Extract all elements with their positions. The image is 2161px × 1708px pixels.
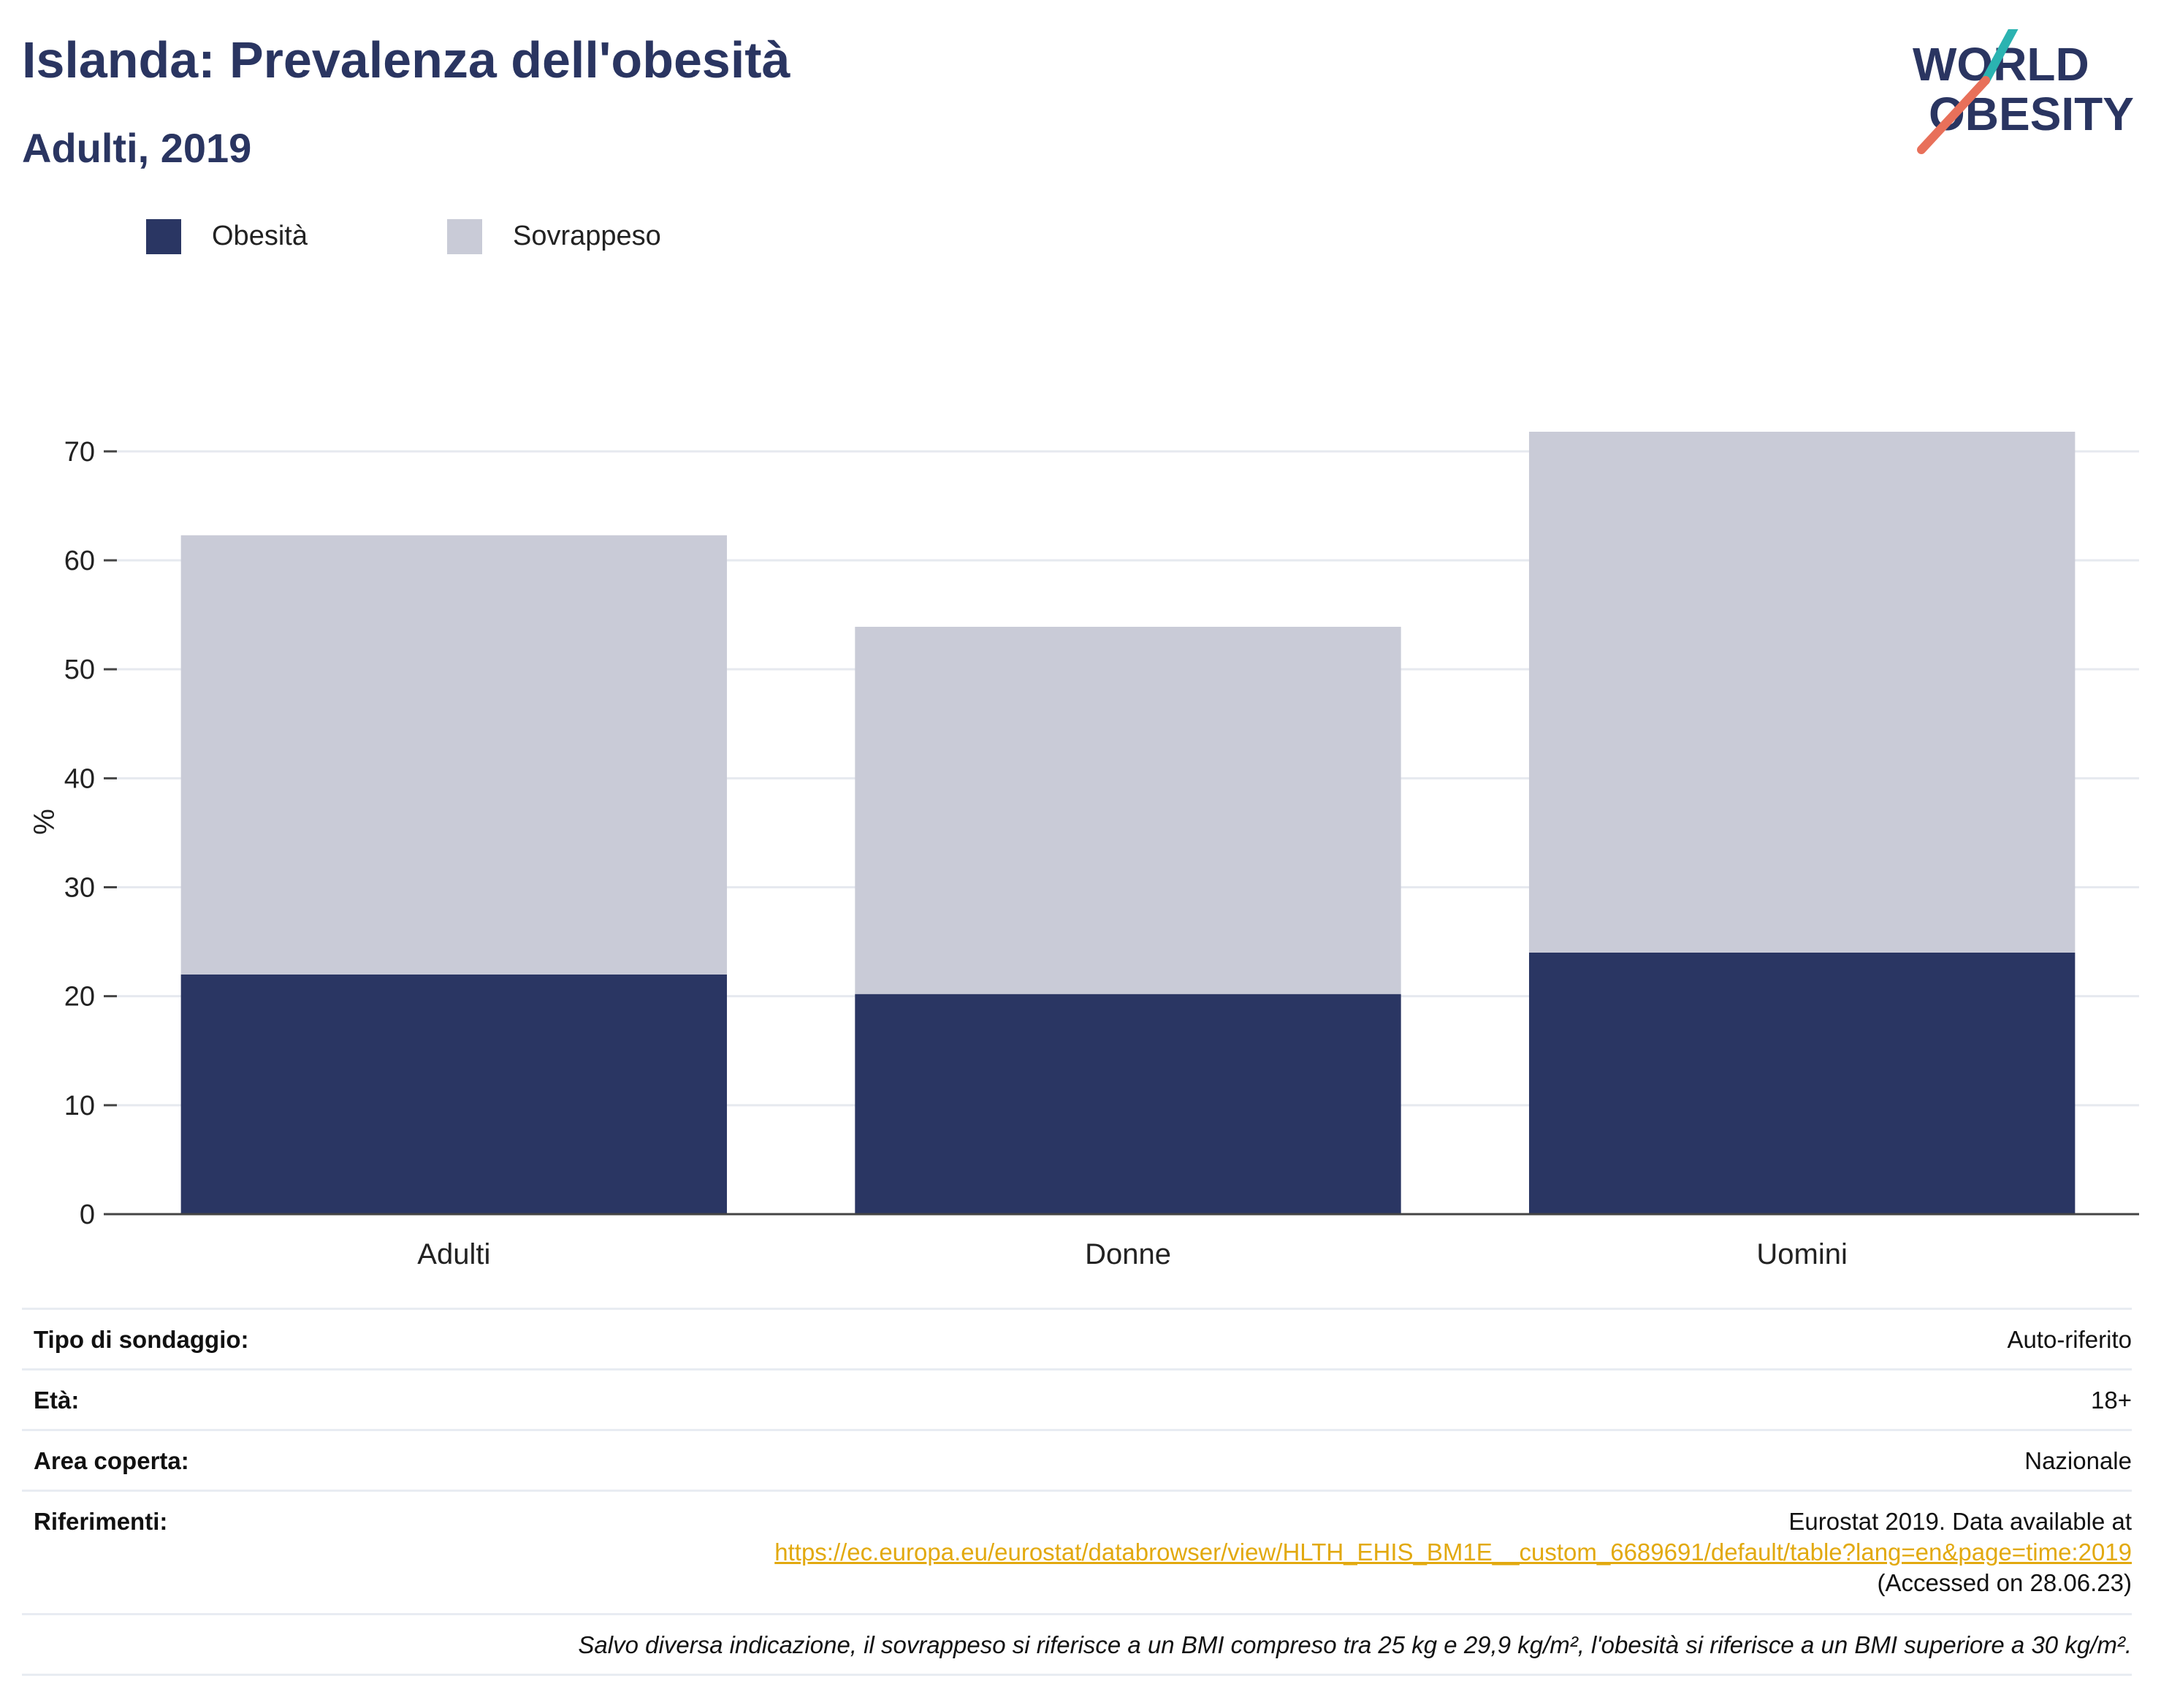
age-value: 18+ (2091, 1387, 2132, 1414)
references-text: Eurostat 2019. Data available at (1788, 1508, 2132, 1535)
legend-swatch-obesity (146, 219, 181, 254)
footnote: Salvo diversa indicazione, il sovrappeso… (578, 1631, 2132, 1658)
bar-uomini-obesity[interactable] (1528, 953, 2076, 1214)
references-label: Riferimenti: (34, 1508, 168, 1535)
references-value: Eurostat 2019. Data available at https:/… (774, 1506, 2132, 1598)
logo-line2: OBESITY (1929, 88, 2134, 140)
info-row-age: Età: 18+ (22, 1368, 2132, 1429)
info-row-footnote: Salvo diversa indicazione, il sovrappeso… (22, 1613, 2132, 1676)
bar-adulti-overweight[interactable] (180, 535, 728, 975)
y-axis: 0 10 20 30 40 50 60 70% (28, 437, 117, 1230)
logo-slash-teal (1981, 29, 2019, 85)
chart-bars (180, 431, 2076, 1214)
references-link[interactable]: https://ec.europa.eu/eurostat/databrowse… (774, 1539, 2132, 1566)
x-tick-label: Adulti (417, 1238, 490, 1270)
y-axis-label: % (28, 809, 61, 835)
info-row-references: Riferimenti: Eurostat 2019. Data availab… (22, 1490, 2132, 1613)
info-row-survey-type: Tipo di sondaggio: Auto-riferito (22, 1308, 2132, 1368)
y-tick-label: 70 (64, 437, 95, 468)
logo-slash-coral (1917, 76, 1990, 154)
info-table: Tipo di sondaggio: Auto-riferito Età: 18… (22, 1308, 2132, 1676)
world-obesity-logo: WORLD OBESITY (1913, 29, 2134, 154)
y-tick-label: 40 (64, 763, 95, 794)
y-tick-label: 0 (80, 1200, 95, 1230)
y-tick-label: 10 (64, 1091, 95, 1121)
page-subtitle: Adulti, 2019 (22, 125, 252, 171)
legend-swatch-overweight (447, 219, 482, 254)
references-accessed: (Accessed on 28.06.23) (1877, 1569, 2132, 1596)
bar-adulti-obesity[interactable] (180, 974, 728, 1214)
y-tick-label: 30 (64, 873, 95, 904)
stacked-bar-chart: 0 10 20 30 40 50 60 70% Adulti Donne Uomini (28, 431, 2139, 1270)
age-label: Età: (34, 1387, 80, 1414)
legend-label-overweight: Sovrappeso (513, 221, 661, 251)
y-tick-label: 60 (64, 546, 95, 576)
bar-donne-obesity[interactable] (855, 994, 1401, 1214)
area-label: Area coperta: (34, 1447, 189, 1474)
page-title: Islanda: Prevalenza dell'obesità (22, 31, 790, 88)
x-tick-label: Donne (1085, 1238, 1171, 1270)
survey-type-value: Auto-riferito (2007, 1326, 2132, 1353)
legend-label-obesity: Obesità (212, 221, 308, 251)
bar-donne-overweight[interactable] (855, 626, 1401, 994)
bar-uomini-overweight[interactable] (1528, 431, 2076, 953)
info-row-area: Area coperta: Nazionale (22, 1429, 2132, 1490)
y-tick-label: 20 (64, 982, 95, 1013)
area-value: Nazionale (2024, 1447, 2132, 1474)
survey-type-label: Tipo di sondaggio: (34, 1326, 249, 1353)
y-tick-label: 50 (64, 655, 95, 685)
x-axis: Adulti Donne Uomini (117, 1213, 2139, 1270)
x-tick-label: Uomini (1756, 1238, 1847, 1270)
